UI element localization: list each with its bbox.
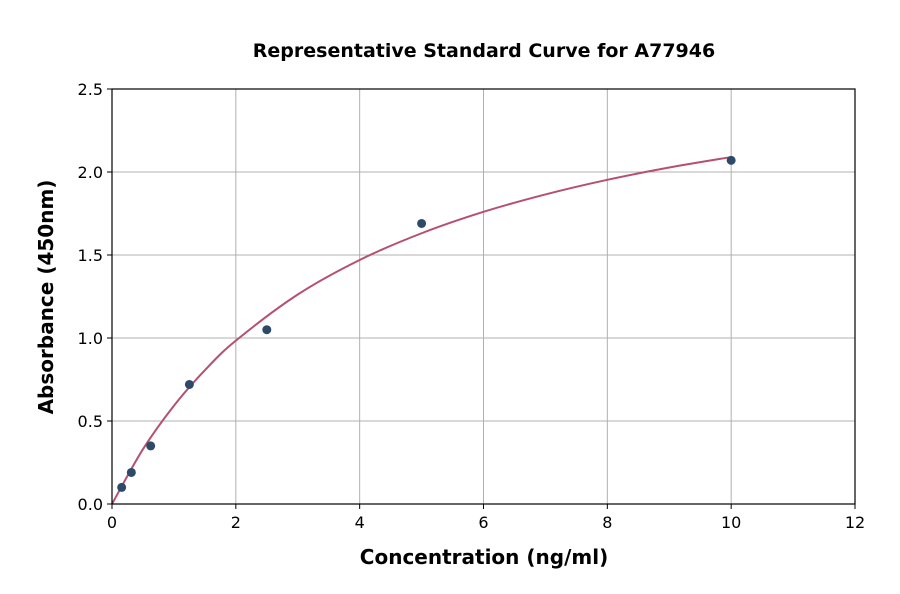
- data-point: [417, 218, 427, 228]
- y-tick-label: 0.5: [78, 412, 103, 431]
- y-tick-label: 1.0: [78, 329, 103, 348]
- data-points-layer: [117, 155, 736, 492]
- y-tick-label: 2.5: [78, 80, 103, 99]
- fit-curve: [111, 156, 732, 505]
- x-tick-label: 4: [355, 513, 365, 532]
- x-axis-ticks: 0 2 4 6 8 10 12: [107, 504, 865, 532]
- grid: [111, 88, 856, 505]
- data-point: [126, 467, 136, 477]
- fit-curve-layer: [111, 156, 732, 505]
- y-tick-label: 2.0: [78, 163, 103, 182]
- x-tick-label: 2: [231, 513, 241, 532]
- x-tick-label: 10: [721, 513, 741, 532]
- y-axis-ticks: 0.0 0.5 1.0 1.5 2.0 2.5: [78, 80, 112, 514]
- y-axis-label: Absorbance (450nm): [34, 180, 58, 415]
- data-point: [184, 379, 194, 389]
- data-point: [146, 441, 156, 451]
- x-tick-label: 12: [845, 513, 865, 532]
- chart-title: Representative Standard Curve for A77946: [253, 40, 715, 62]
- x-tick-label: 6: [478, 513, 488, 532]
- x-tick-label: 8: [602, 513, 612, 532]
- data-point: [726, 155, 736, 165]
- data-point: [262, 325, 272, 335]
- y-tick-label: 0.0: [78, 495, 103, 514]
- y-tick-label: 1.5: [78, 246, 103, 265]
- x-axis-label: Concentration (ng/ml): [360, 545, 608, 569]
- x-tick-label: 0: [107, 513, 117, 532]
- data-point: [117, 482, 127, 492]
